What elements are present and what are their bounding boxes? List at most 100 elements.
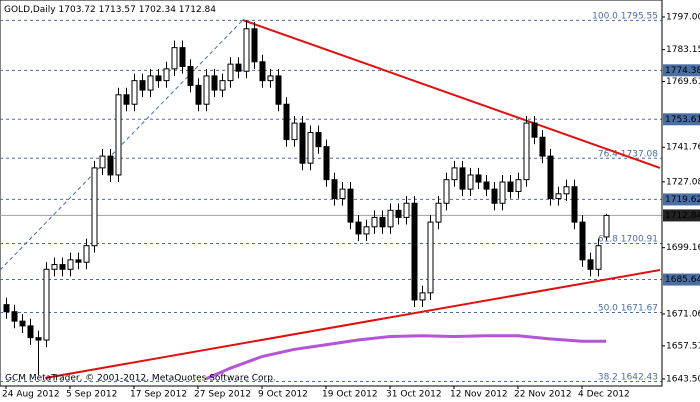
candle-body: [571, 186, 578, 223]
x-tick-label: 22 Nov 2012: [514, 390, 572, 400]
candle-body: [275, 75, 282, 105]
x-tick-label: 17 Sep 2012: [130, 390, 187, 400]
fib-level: 76.4: [598, 149, 618, 159]
fib-level: 61.8: [598, 234, 618, 244]
level-box: [663, 273, 700, 286]
current-price-box: [663, 209, 700, 222]
candle-body: [299, 122, 306, 164]
header-open: 1703.72: [59, 5, 96, 15]
y-tick-label: 1699.16: [666, 243, 700, 253]
candle-body: [531, 122, 538, 138]
level-label: 1753.61: [665, 115, 700, 125]
candle-body: [291, 122, 298, 141]
candle-body: [83, 245, 90, 263]
fib-label: 100.0 1795.55: [592, 11, 658, 21]
level-box: [663, 193, 700, 206]
fib-level: 50.0: [598, 303, 618, 313]
x-tick-label: 31 Oct 2012: [386, 390, 442, 400]
candle-body: [67, 259, 74, 270]
trendline: [45, 269, 661, 379]
level-label: 1685.64: [665, 275, 700, 285]
candle-body: [35, 337, 42, 341]
candle-body: [483, 181, 490, 190]
candle-body: [371, 216, 378, 228]
level-box: [663, 113, 700, 126]
candle-body: [131, 80, 138, 105]
chart-title: GOLD,Daily: [4, 5, 56, 15]
header-low: 1702.34: [139, 5, 176, 15]
candle-body: [323, 146, 330, 181]
header-close: 1712.84: [179, 5, 216, 15]
candle-body: [251, 28, 258, 63]
candle-body: [387, 209, 394, 228]
candle-body: [195, 84, 202, 105]
candle-body: [435, 202, 442, 223]
fib-level: 100.0: [592, 11, 618, 21]
fib-price: 1737.08: [621, 149, 658, 159]
candle-body: [443, 179, 450, 204]
candle-body: [19, 320, 26, 327]
trendline: [242, 19, 661, 169]
moving-average: [205, 334, 606, 381]
candle-body: [451, 167, 458, 181]
candle-body: [3, 304, 10, 313]
candle-body: [227, 63, 234, 82]
candle-body: [603, 214, 610, 238]
level-label: 1774.38: [665, 66, 700, 76]
candle-body: [11, 311, 18, 322]
fib-label: 50.0 1671.67: [598, 303, 658, 313]
fib-price: 1671.67: [621, 303, 658, 313]
candle-body: [307, 132, 314, 164]
candle-body: [539, 136, 546, 157]
candle-body: [27, 325, 34, 339]
candle-body: [147, 75, 154, 91]
candle-body: [595, 245, 602, 270]
x-tick-label: 5 Sep 2012: [66, 390, 117, 400]
candle-body: [163, 68, 170, 82]
fib-label: 76.4 1737.08: [598, 149, 658, 159]
y-tick-label: 1727.08: [666, 177, 700, 187]
chart-footer: GCM MetaTrader, © 2001-2012, MetaQuotes …: [5, 374, 276, 384]
candle-body: [259, 61, 266, 82]
candle-body: [123, 94, 130, 105]
current-price-label: 1712.84: [665, 211, 700, 221]
candle-body: [267, 75, 274, 82]
candle-body: [155, 75, 162, 82]
candle-body: [107, 155, 114, 176]
candle-body: [475, 174, 482, 183]
candle-body: [507, 181, 514, 192]
candle-body: [499, 181, 506, 204]
y-tick-label: 1783.15: [666, 45, 700, 55]
x-tick-label: 27 Sep 2012: [194, 390, 251, 400]
candle-body: [315, 132, 322, 148]
fib-label: 38.2 1642.43: [598, 372, 658, 382]
candle-body: [395, 209, 402, 218]
candle-body: [51, 264, 58, 270]
fib-price: 1795.55: [621, 11, 658, 21]
candle-body: [547, 155, 554, 200]
fib-price: 1700.91: [621, 234, 658, 244]
level-box: [663, 64, 700, 77]
candle-body: [515, 179, 522, 192]
x-tick-label: 4 Dec 2012: [578, 390, 630, 400]
x-tick-label: 12 Nov 2012: [450, 390, 508, 400]
candle-body: [331, 179, 338, 200]
candle-body: [339, 188, 346, 200]
y-tick-label: 1769.61: [666, 77, 700, 87]
candle-body: [283, 103, 290, 141]
y-tick-label: 1671.06: [666, 309, 700, 319]
candle-body: [219, 80, 226, 91]
candle-body: [403, 202, 410, 218]
candle-body: [563, 186, 570, 195]
header-high: 1713.57: [99, 5, 136, 15]
candle-body: [179, 47, 186, 67]
fib-price: 1642.43: [621, 372, 658, 382]
candle-body: [75, 259, 82, 263]
candle-body: [523, 122, 530, 181]
candle-body: [211, 75, 218, 91]
candle-body: [43, 268, 50, 341]
y-tick-label: 1797.00: [666, 12, 700, 22]
candle-body: [579, 221, 586, 261]
y-tick-label: 1643.50: [666, 374, 700, 384]
